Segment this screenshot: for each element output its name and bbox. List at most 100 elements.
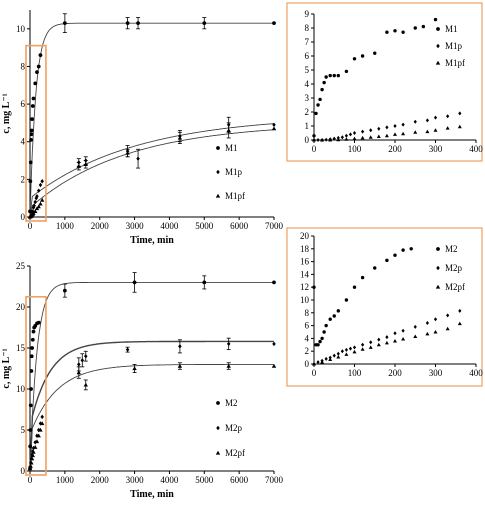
point-m1pf bbox=[376, 134, 381, 138]
y-tick-label: 15 bbox=[16, 343, 26, 353]
point-m1p bbox=[433, 115, 438, 120]
point-m2pf bbox=[457, 321, 462, 326]
x-tick-label: 1000 bbox=[56, 221, 75, 231]
point-m1p bbox=[413, 119, 417, 124]
point-m1 bbox=[36, 64, 41, 69]
point-m1 bbox=[344, 69, 349, 74]
point-m1pf bbox=[352, 136, 357, 141]
y-axis-label: c, mg L⁻¹ bbox=[1, 348, 12, 388]
fit-curve-m2pf bbox=[29, 363, 274, 472]
point-m1pf bbox=[360, 135, 365, 140]
point-m2pf bbox=[28, 463, 33, 468]
point-m2pf bbox=[336, 354, 341, 359]
point-m1pf bbox=[83, 162, 88, 166]
y-tick-label: 20 bbox=[16, 302, 26, 312]
legend-label-m2p: M2p bbox=[225, 423, 243, 433]
point-m1 bbox=[29, 137, 33, 142]
point-m1 bbox=[332, 73, 336, 78]
point-m1p bbox=[33, 199, 37, 205]
y-tick-label: 18 bbox=[300, 244, 310, 254]
x-tick-label: 400 bbox=[469, 368, 483, 378]
point-m2pf bbox=[445, 326, 450, 331]
point-m1 bbox=[35, 70, 39, 74]
point-m1pf bbox=[33, 209, 38, 214]
legend-label-m1p: M1p bbox=[445, 41, 463, 51]
point-m2pf bbox=[393, 338, 397, 343]
point-m1p bbox=[385, 125, 389, 130]
main-chart-top: 0 1000 2000 3000 4000 5000 6000 7000 0 2 4 6 8 10 Time… bbox=[1, 10, 284, 246]
point-m1p bbox=[332, 136, 336, 141]
legend-marker-m2pf bbox=[215, 450, 221, 455]
legend-marker-m1 bbox=[436, 27, 440, 31]
point-m1 bbox=[373, 51, 377, 55]
point-m1 bbox=[413, 26, 417, 30]
point-m2 bbox=[324, 323, 328, 328]
y-tick-label: 8 bbox=[305, 23, 310, 33]
point-m1 bbox=[401, 30, 405, 34]
y-tick-label: 9 bbox=[305, 9, 310, 19]
point-m2 bbox=[29, 354, 34, 359]
point-m1p bbox=[136, 156, 140, 161]
x-tick-label: 100 bbox=[348, 144, 362, 154]
x-tick-label: 300 bbox=[429, 368, 443, 378]
legend-marker-m2pf bbox=[435, 284, 441, 289]
fit-curve-m2 bbox=[29, 281, 274, 472]
x-tick-label: 6000 bbox=[230, 221, 249, 231]
legend-marker-m1 bbox=[216, 146, 220, 150]
point-m2 bbox=[312, 285, 316, 289]
point-m2 bbox=[28, 428, 33, 432]
point-m1 bbox=[316, 103, 320, 107]
point-m1pf bbox=[344, 137, 349, 141]
legend-label-m1: M1 bbox=[445, 24, 458, 34]
legend-label-m2: M2 bbox=[445, 244, 458, 254]
point-m1pf bbox=[320, 138, 325, 142]
point-m1pf bbox=[76, 163, 81, 168]
point-m1pf bbox=[38, 201, 43, 206]
legend-marker-m2p bbox=[216, 425, 220, 431]
point-m1 bbox=[322, 80, 326, 85]
y-tick-label: 3 bbox=[305, 93, 310, 103]
point-m2 bbox=[316, 343, 320, 347]
point-m2pf bbox=[226, 363, 231, 368]
legend-marker-m1p bbox=[436, 43, 440, 49]
point-m2 bbox=[336, 309, 340, 313]
y-tick-label: 4 bbox=[305, 333, 310, 343]
point-m2p bbox=[40, 414, 44, 420]
point-m1pf bbox=[457, 124, 462, 129]
point-m1p bbox=[272, 122, 276, 127]
point-m2 bbox=[272, 280, 276, 285]
legend-label-m2pf: M2pf bbox=[225, 448, 245, 458]
point-m1pf bbox=[177, 135, 183, 140]
y-tick-label: 2 bbox=[305, 107, 310, 117]
legend-marker-m1pf bbox=[435, 60, 441, 65]
inset-frame bbox=[286, 2, 483, 162]
point-m1pf bbox=[328, 138, 333, 142]
y-tick-label: 4 bbox=[305, 79, 310, 89]
y-tick-label: 10 bbox=[300, 295, 310, 305]
fit-curve-m1p bbox=[29, 123, 275, 218]
point-m1 bbox=[30, 117, 34, 122]
point-m1p bbox=[324, 137, 328, 142]
point-m2pf bbox=[384, 340, 389, 345]
point-m2pf bbox=[328, 357, 333, 362]
y-tick-label: 7 bbox=[305, 37, 310, 47]
x-tick-label: 3000 bbox=[126, 475, 145, 485]
point-m2pf bbox=[40, 421, 45, 426]
point-m2p bbox=[393, 331, 397, 336]
point-m2 bbox=[385, 258, 389, 263]
x-tick-label: 0 bbox=[28, 221, 33, 231]
point-m2p bbox=[316, 360, 320, 365]
point-m2pf bbox=[33, 445, 38, 449]
point-m2 bbox=[30, 346, 34, 350]
x-tick-label: 2000 bbox=[91, 221, 110, 231]
point-m1 bbox=[33, 81, 38, 86]
point-m2 bbox=[36, 320, 41, 325]
legend-label-m1pf: M1pf bbox=[225, 191, 245, 201]
point-m1 bbox=[314, 111, 318, 116]
point-m2 bbox=[409, 247, 413, 251]
point-m2pf bbox=[29, 456, 35, 461]
point-m1p bbox=[36, 188, 41, 193]
point-m2 bbox=[202, 280, 207, 285]
y-tick-label: 0 bbox=[305, 359, 310, 369]
